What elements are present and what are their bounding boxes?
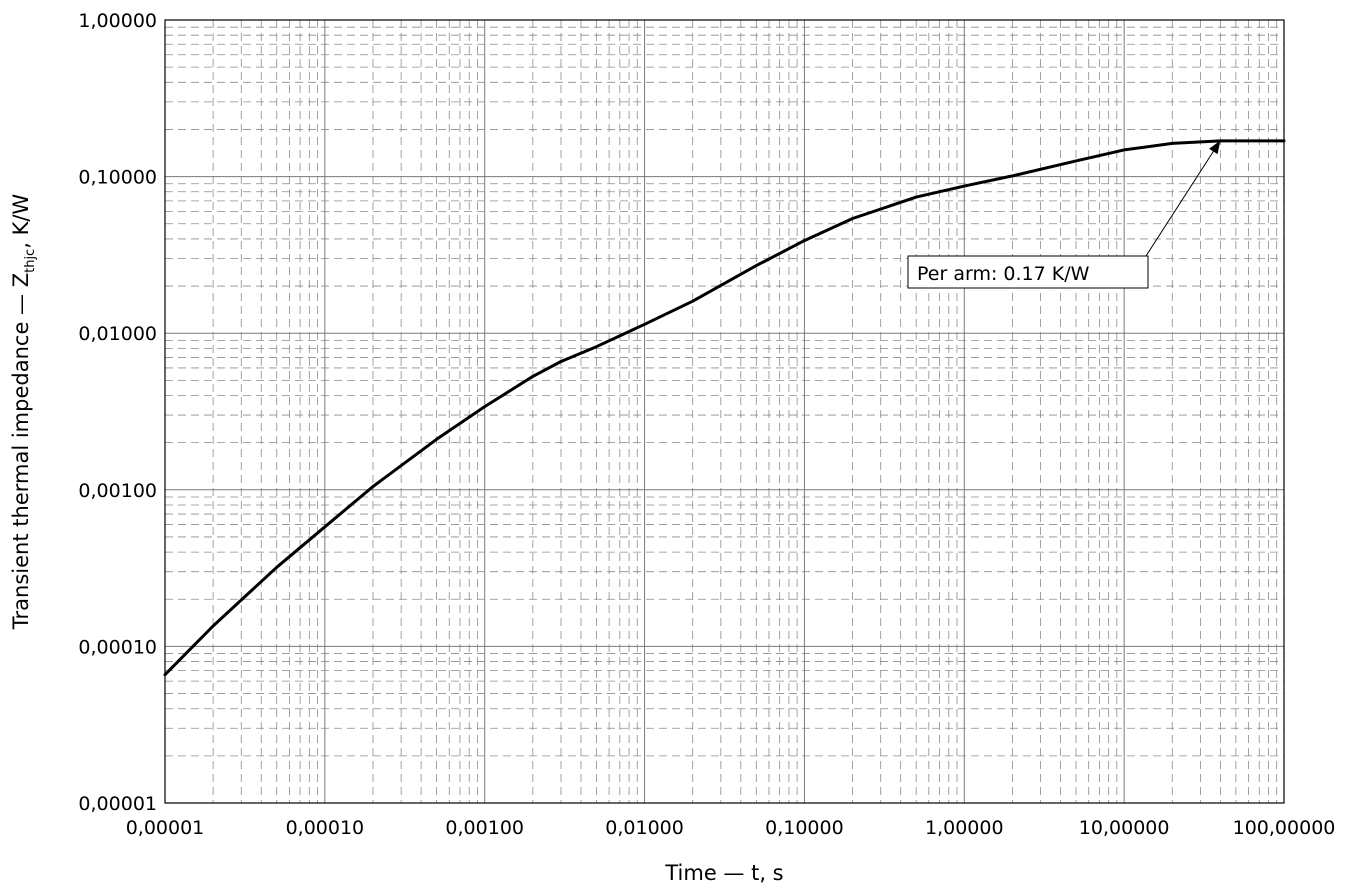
series-point [803,240,806,242]
x-tick-labels: 0,00001 0,00010 0,00100 0,01000 0,10000 1,000… [126,817,1336,839]
x-tick-label: 0,01000 [605,817,684,839]
y-tick-label: 0,00100 [78,480,157,502]
y-axis-label-subscript: thjc [23,249,38,273]
series-line [163,139,1286,677]
series-point [1283,140,1285,142]
annotation-arrow [1145,140,1221,257]
y-tick-label: 0,00001 [78,793,157,815]
series-point [276,566,278,568]
major-gridlines [165,20,1284,803]
series-point [1123,149,1125,151]
series-point [915,196,917,198]
x-tick-label: 10,00000 [1079,817,1170,839]
series-layer [163,139,1286,677]
series-point [963,185,965,187]
x-tick-label: 1,00000 [925,817,1004,839]
annotation-label: Per arm: 0.17 K/W [917,263,1090,285]
x-tick-label: 100,00000 [1233,817,1336,839]
annotation: Per arm: 0.17 K/W [907,140,1221,289]
y-axis-label-suffix: , K/W [9,194,33,249]
plot-frame [164,19,1285,804]
series-point [1011,175,1014,177]
minor-gridlines [165,20,1284,803]
y-tick-label: 0,01000 [78,323,157,345]
annotation-box [907,255,1149,289]
series-point [851,217,854,220]
series-point [560,360,562,363]
x-tick-label: 0,10000 [765,817,844,839]
series-point [1171,142,1173,144]
series-point [435,438,438,440]
y-tick-labels: 0,00001 0,00010 0,00100 0,01000 0,10000 1,000… [78,10,157,815]
series-point [643,323,646,325]
y-axis-label-main: Transient thermal impedance — Z [9,273,33,630]
x-axis-label: Time — t, s [664,861,783,885]
y-tick-label: 1,00000 [78,10,157,32]
y-axis-label: Transient thermal impedance — Zthjc, K/W [9,194,38,631]
series-point [372,485,374,488]
x-tick-label: 0,00001 [126,817,205,839]
x-tick-label: 0,00100 [445,817,524,839]
series-point [1075,160,1077,162]
series-point [595,346,598,348]
series-point [484,405,486,408]
y-tick-label: 0,00010 [78,636,157,658]
series-point [532,375,534,377]
x-tick-label: 0,00010 [286,817,365,839]
series-point [692,300,694,302]
series-point [164,674,166,676]
series-point [755,265,757,267]
series-point [324,526,326,528]
series-point [212,625,214,627]
annotation-arrowhead [1209,140,1221,155]
y-tick-label: 0,10000 [78,167,157,189]
